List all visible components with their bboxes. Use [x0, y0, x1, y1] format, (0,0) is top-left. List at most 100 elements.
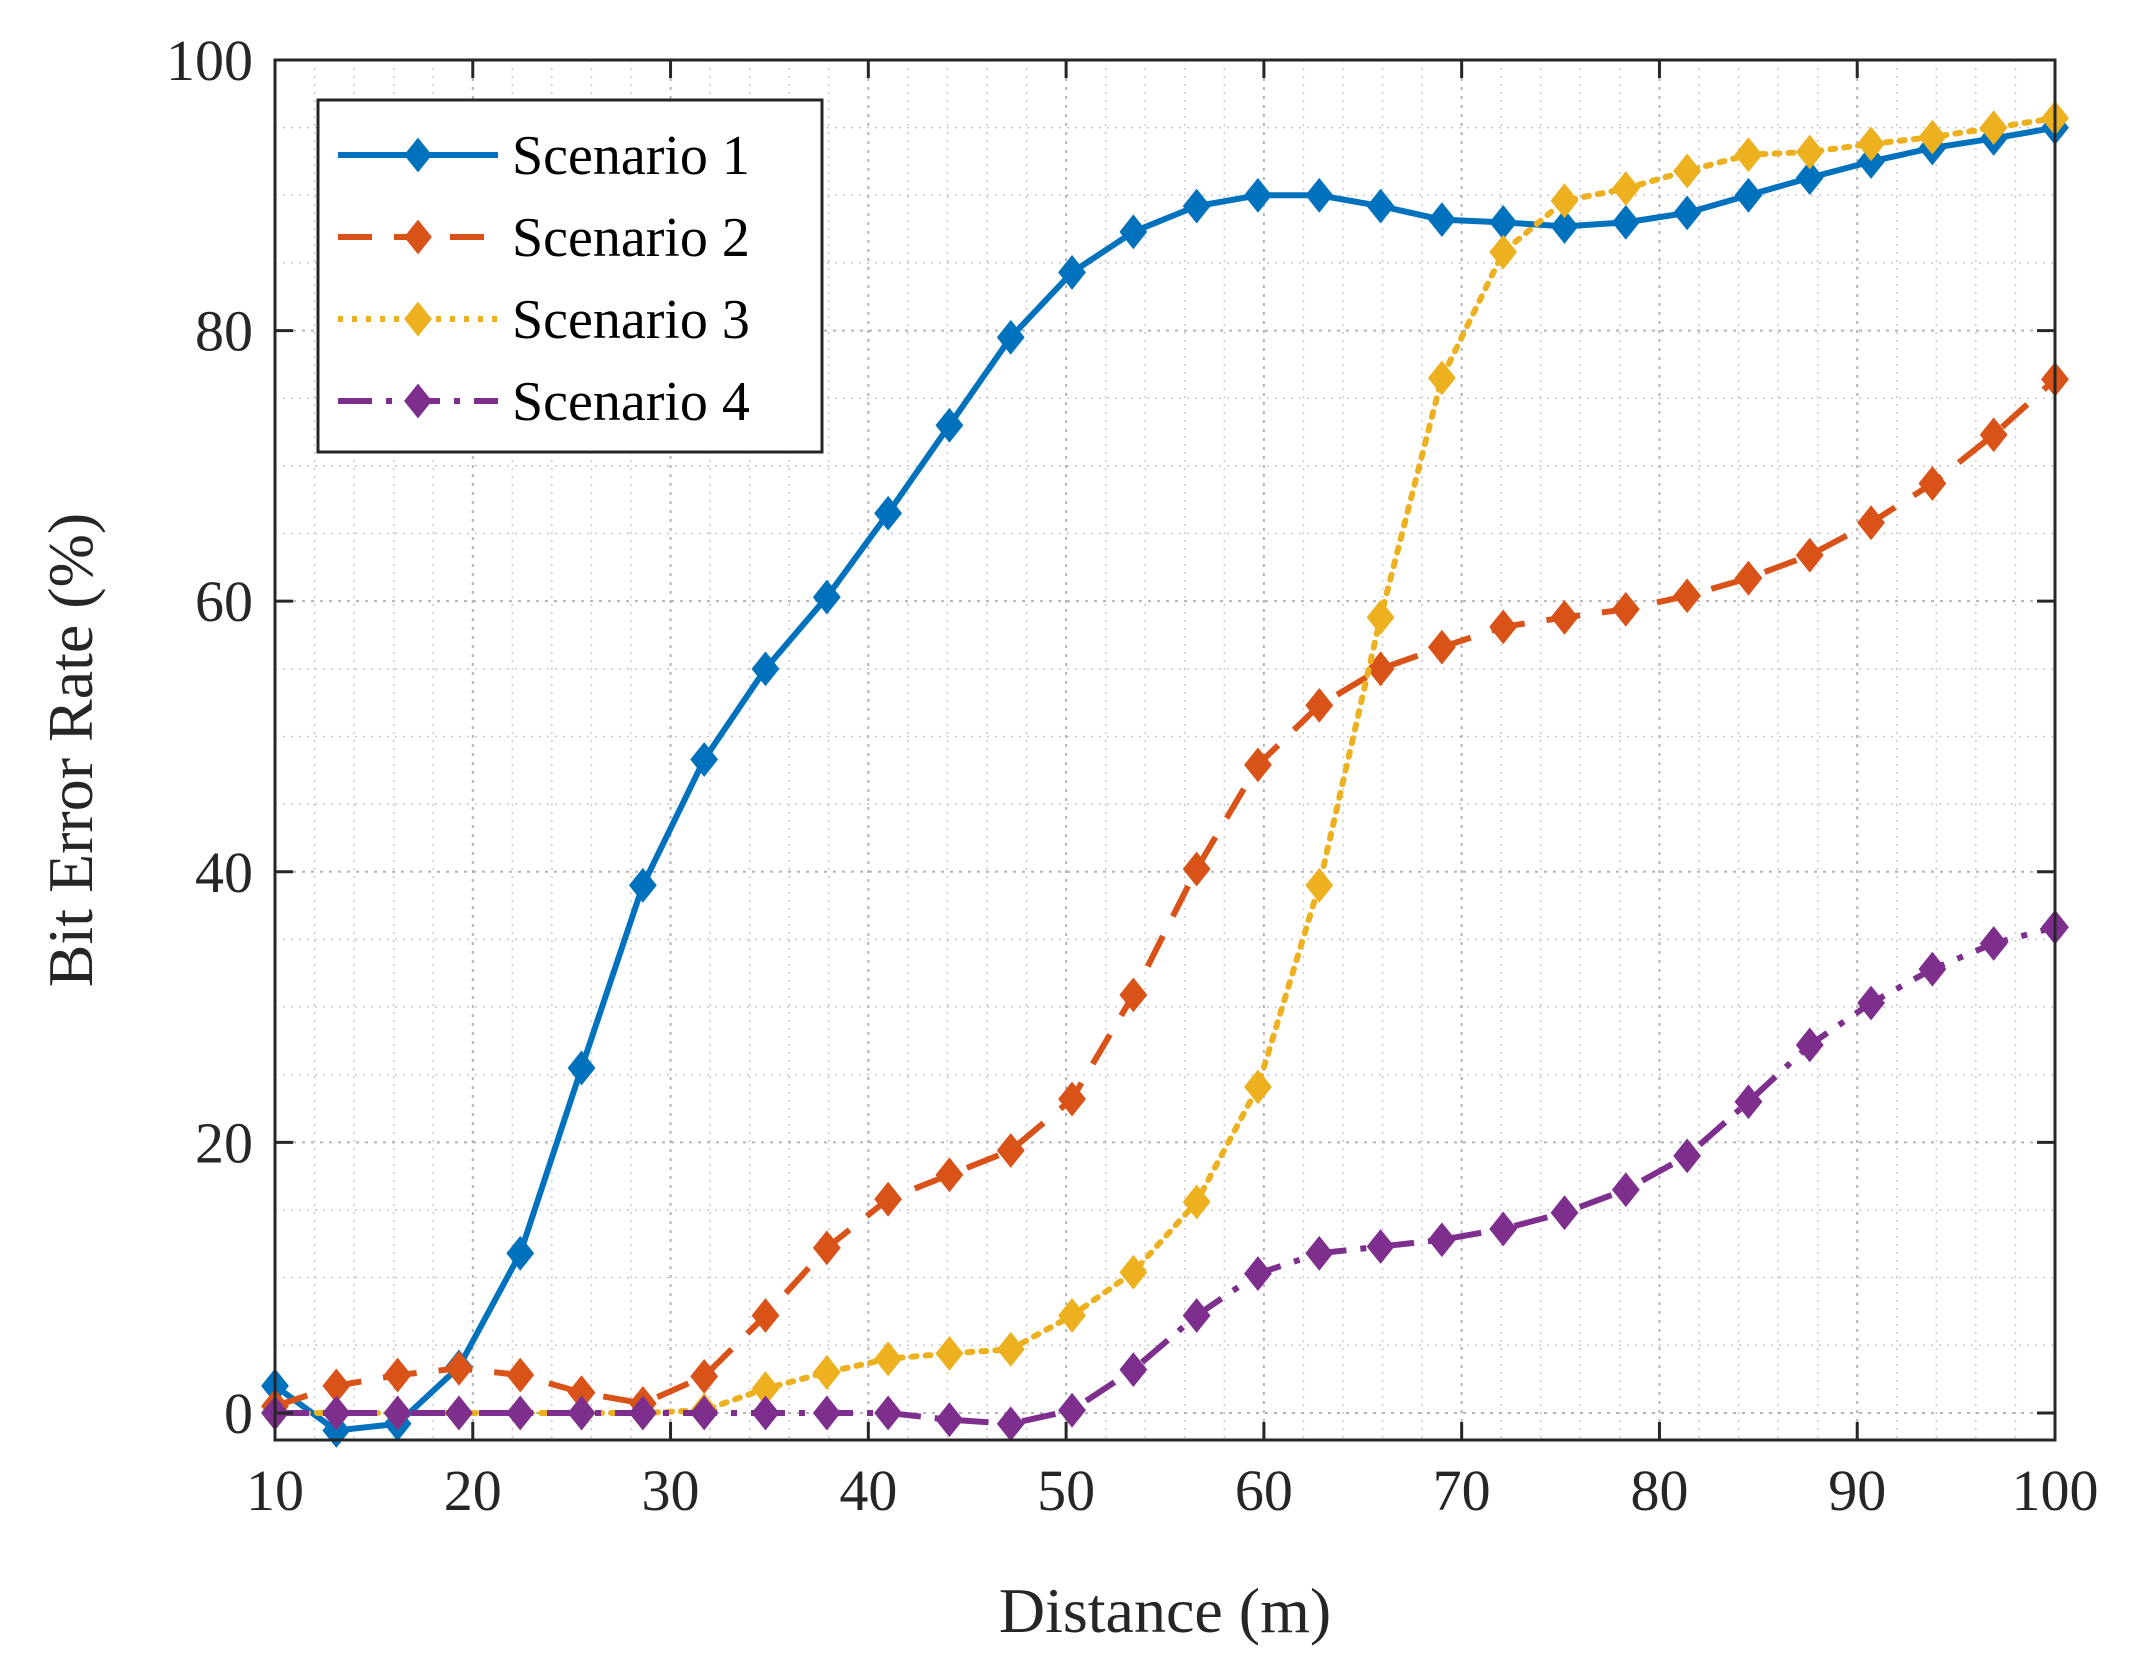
- data-point: [445, 1350, 473, 1386]
- data-point: [1489, 1211, 1518, 1247]
- legend: Scenario 1 Scenario 2 Scenario 3 Scenario 4: [316, 98, 824, 454]
- data-point: [690, 1359, 719, 1394]
- data-point: [1427, 629, 1456, 665]
- x-tick-label: 40: [839, 1458, 897, 1523]
- data-point: [1244, 1069, 1272, 1105]
- data-point: [1305, 687, 1334, 723]
- data-point: [1366, 651, 1395, 687]
- y-tick-label: 80: [195, 299, 253, 364]
- data-point: [1611, 204, 1640, 240]
- data-point: [690, 742, 719, 777]
- data-point: [1058, 255, 1086, 290]
- data-point: [1427, 360, 1456, 396]
- data-point: [1489, 609, 1518, 645]
- data-point: [1795, 134, 1824, 170]
- data-point: [996, 1133, 1025, 1168]
- plot-area-frame: [273, 58, 2057, 1442]
- data-point: [1182, 1184, 1211, 1220]
- data-point: [1489, 234, 1518, 270]
- legend-marker: [404, 383, 432, 419]
- series-4: [261, 909, 2069, 1442]
- data-point: [1182, 1298, 1211, 1333]
- x-tick-label: 10: [246, 1458, 304, 1523]
- data-point: [1673, 578, 1702, 614]
- data-point: [1979, 417, 2008, 453]
- data-point: [1550, 183, 1579, 219]
- data-point: [935, 1336, 964, 1371]
- data-point: [690, 1395, 719, 1431]
- data-point: [1550, 1195, 1579, 1231]
- data-point: [1734, 1084, 1763, 1120]
- legend-label: Scenario 2: [512, 207, 750, 269]
- y-tick-label: 0: [224, 1381, 253, 1446]
- data-point: [1427, 1222, 1456, 1258]
- data-point: [1857, 985, 1885, 1021]
- series-2: [261, 361, 2069, 1424]
- y-tick-label: 20: [195, 1110, 253, 1175]
- legend-entries: Scenario 1 Scenario 2 Scenario 3 Scenario 4: [338, 125, 750, 433]
- data-point: [874, 1395, 903, 1431]
- x-tick-label: 70: [1433, 1458, 1491, 1523]
- data-point: [1857, 144, 1885, 179]
- data-point: [1244, 1256, 1272, 1291]
- data-point: [1734, 177, 1763, 213]
- data-point: [935, 1157, 964, 1193]
- data-point: [628, 867, 657, 903]
- legend-entry-4: Scenario 4: [338, 371, 750, 433]
- data-point: [1427, 202, 1456, 238]
- minor-grid: [275, 60, 2055, 1440]
- data-point: [1611, 171, 1640, 206]
- data-point: [322, 1395, 351, 1431]
- data-point: [1058, 1081, 1086, 1117]
- data-point: [1058, 1392, 1086, 1428]
- legend-marker: [404, 301, 432, 337]
- x-axis-title: Distance (m): [999, 1575, 1331, 1646]
- data-point: [812, 1230, 841, 1266]
- x-tick-label: 20: [444, 1458, 502, 1523]
- data-point: [1918, 119, 1947, 155]
- data-point: [751, 1395, 780, 1431]
- data-point: [1244, 747, 1272, 783]
- data-point: [1119, 1352, 1148, 1388]
- data-point: [1366, 600, 1395, 635]
- data-point: [874, 1181, 903, 1217]
- legend-label: Scenario 1: [512, 125, 750, 187]
- data-point: [996, 1331, 1025, 1367]
- data-point: [935, 407, 964, 443]
- data-point: [812, 1354, 841, 1390]
- data-point: [1305, 177, 1334, 213]
- legend-box: [316, 98, 824, 454]
- data-point: [506, 1235, 535, 1271]
- x-tick-label: 90: [1828, 1458, 1886, 1523]
- y-axis-title: Bit Error Rate (%): [35, 513, 106, 988]
- data-point: [1550, 600, 1579, 635]
- data-point: [874, 1341, 903, 1377]
- data-point: [1857, 505, 1885, 541]
- data-point: [1119, 214, 1148, 250]
- data-point: [383, 1357, 412, 1393]
- data-point: [628, 1395, 657, 1431]
- data-point: [1734, 560, 1763, 596]
- data-point: [1550, 209, 1579, 244]
- data-point: [1305, 1235, 1334, 1271]
- data-point: [1119, 977, 1148, 1013]
- legend-entry-1: Scenario 1: [338, 125, 750, 187]
- data-point: [506, 1395, 535, 1431]
- legend-marker: [404, 137, 432, 173]
- x-tick-label: 100: [2012, 1458, 2099, 1523]
- data-point: [1918, 951, 1947, 987]
- data-point: [1182, 851, 1211, 887]
- data-point: [1918, 466, 1947, 501]
- ticks-layer: [273, 58, 2057, 1440]
- legend-label: Scenario 4: [512, 371, 750, 433]
- legend-marker: [404, 219, 432, 255]
- data-point: [445, 1395, 473, 1431]
- data-point: [996, 319, 1025, 355]
- x-tick-label: 80: [1630, 1458, 1688, 1523]
- y-tick-label: 60: [195, 569, 253, 634]
- x-tick-label: 60: [1235, 1458, 1293, 1523]
- data-point: [751, 651, 780, 687]
- data-point: [1244, 177, 1272, 213]
- data-point: [1979, 110, 2008, 146]
- data-point: [1857, 126, 1885, 162]
